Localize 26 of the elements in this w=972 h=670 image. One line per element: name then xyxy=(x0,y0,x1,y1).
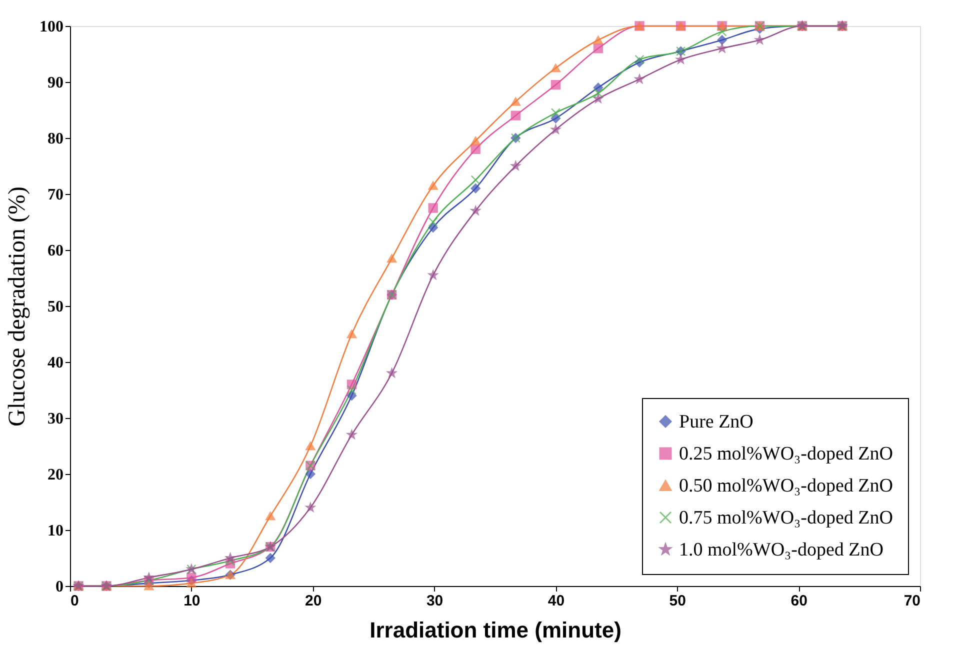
x-tick-label: 60 xyxy=(790,592,808,610)
y-tick-label: 50 xyxy=(48,298,64,316)
y-tick-label: 30 xyxy=(48,410,64,428)
legend-label: 0.75 mol%WO₃-doped ZnO xyxy=(679,508,894,528)
legend-label: 0.50 mol%WO₃-doped ZnO xyxy=(679,476,894,496)
x-tick-label: 70 xyxy=(904,592,920,610)
legend-label: 1.0 mol%WO₃-doped ZnO xyxy=(679,540,884,560)
y-tick-label: 80 xyxy=(48,130,64,148)
y-tick-label: 0 xyxy=(56,578,64,596)
x-tick-label: 0 xyxy=(70,592,79,610)
y-tick-label: 90 xyxy=(48,74,64,92)
y-tick-label: 60 xyxy=(48,242,64,260)
y-tick-label: 40 xyxy=(48,354,64,372)
x-tick-label: 30 xyxy=(426,592,444,610)
legend-label: 0.25 mol%WO₃-doped ZnO xyxy=(679,444,894,464)
x-tick-label: 40 xyxy=(548,592,565,610)
legend-label: Pure ZnO xyxy=(679,412,754,432)
y-axis-title: Glucose degradation (%) xyxy=(4,186,30,426)
x-tick-label: 20 xyxy=(305,592,322,610)
x-tick-label: 50 xyxy=(669,592,686,610)
y-tick-label: 20 xyxy=(48,466,64,484)
y-tick-label: 70 xyxy=(48,186,64,204)
x-axis-title: Irradiation time (minute) xyxy=(370,618,622,642)
y-tick-label: 100 xyxy=(40,18,64,36)
x-tick-label: 10 xyxy=(184,592,200,610)
y-tick-label: 10 xyxy=(48,522,64,540)
